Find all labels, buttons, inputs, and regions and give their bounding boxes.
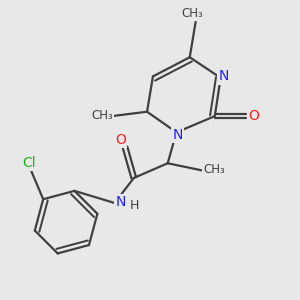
Text: O: O [115,133,126,147]
Text: Cl: Cl [22,156,36,170]
Text: N: N [218,69,229,83]
Text: N: N [116,195,126,209]
Text: CH₃: CH₃ [182,7,204,20]
Text: CH₃: CH₃ [92,109,113,122]
Text: O: O [248,109,260,122]
Text: N: N [172,128,183,142]
Text: CH₃: CH₃ [203,163,225,176]
Text: H: H [130,200,140,212]
